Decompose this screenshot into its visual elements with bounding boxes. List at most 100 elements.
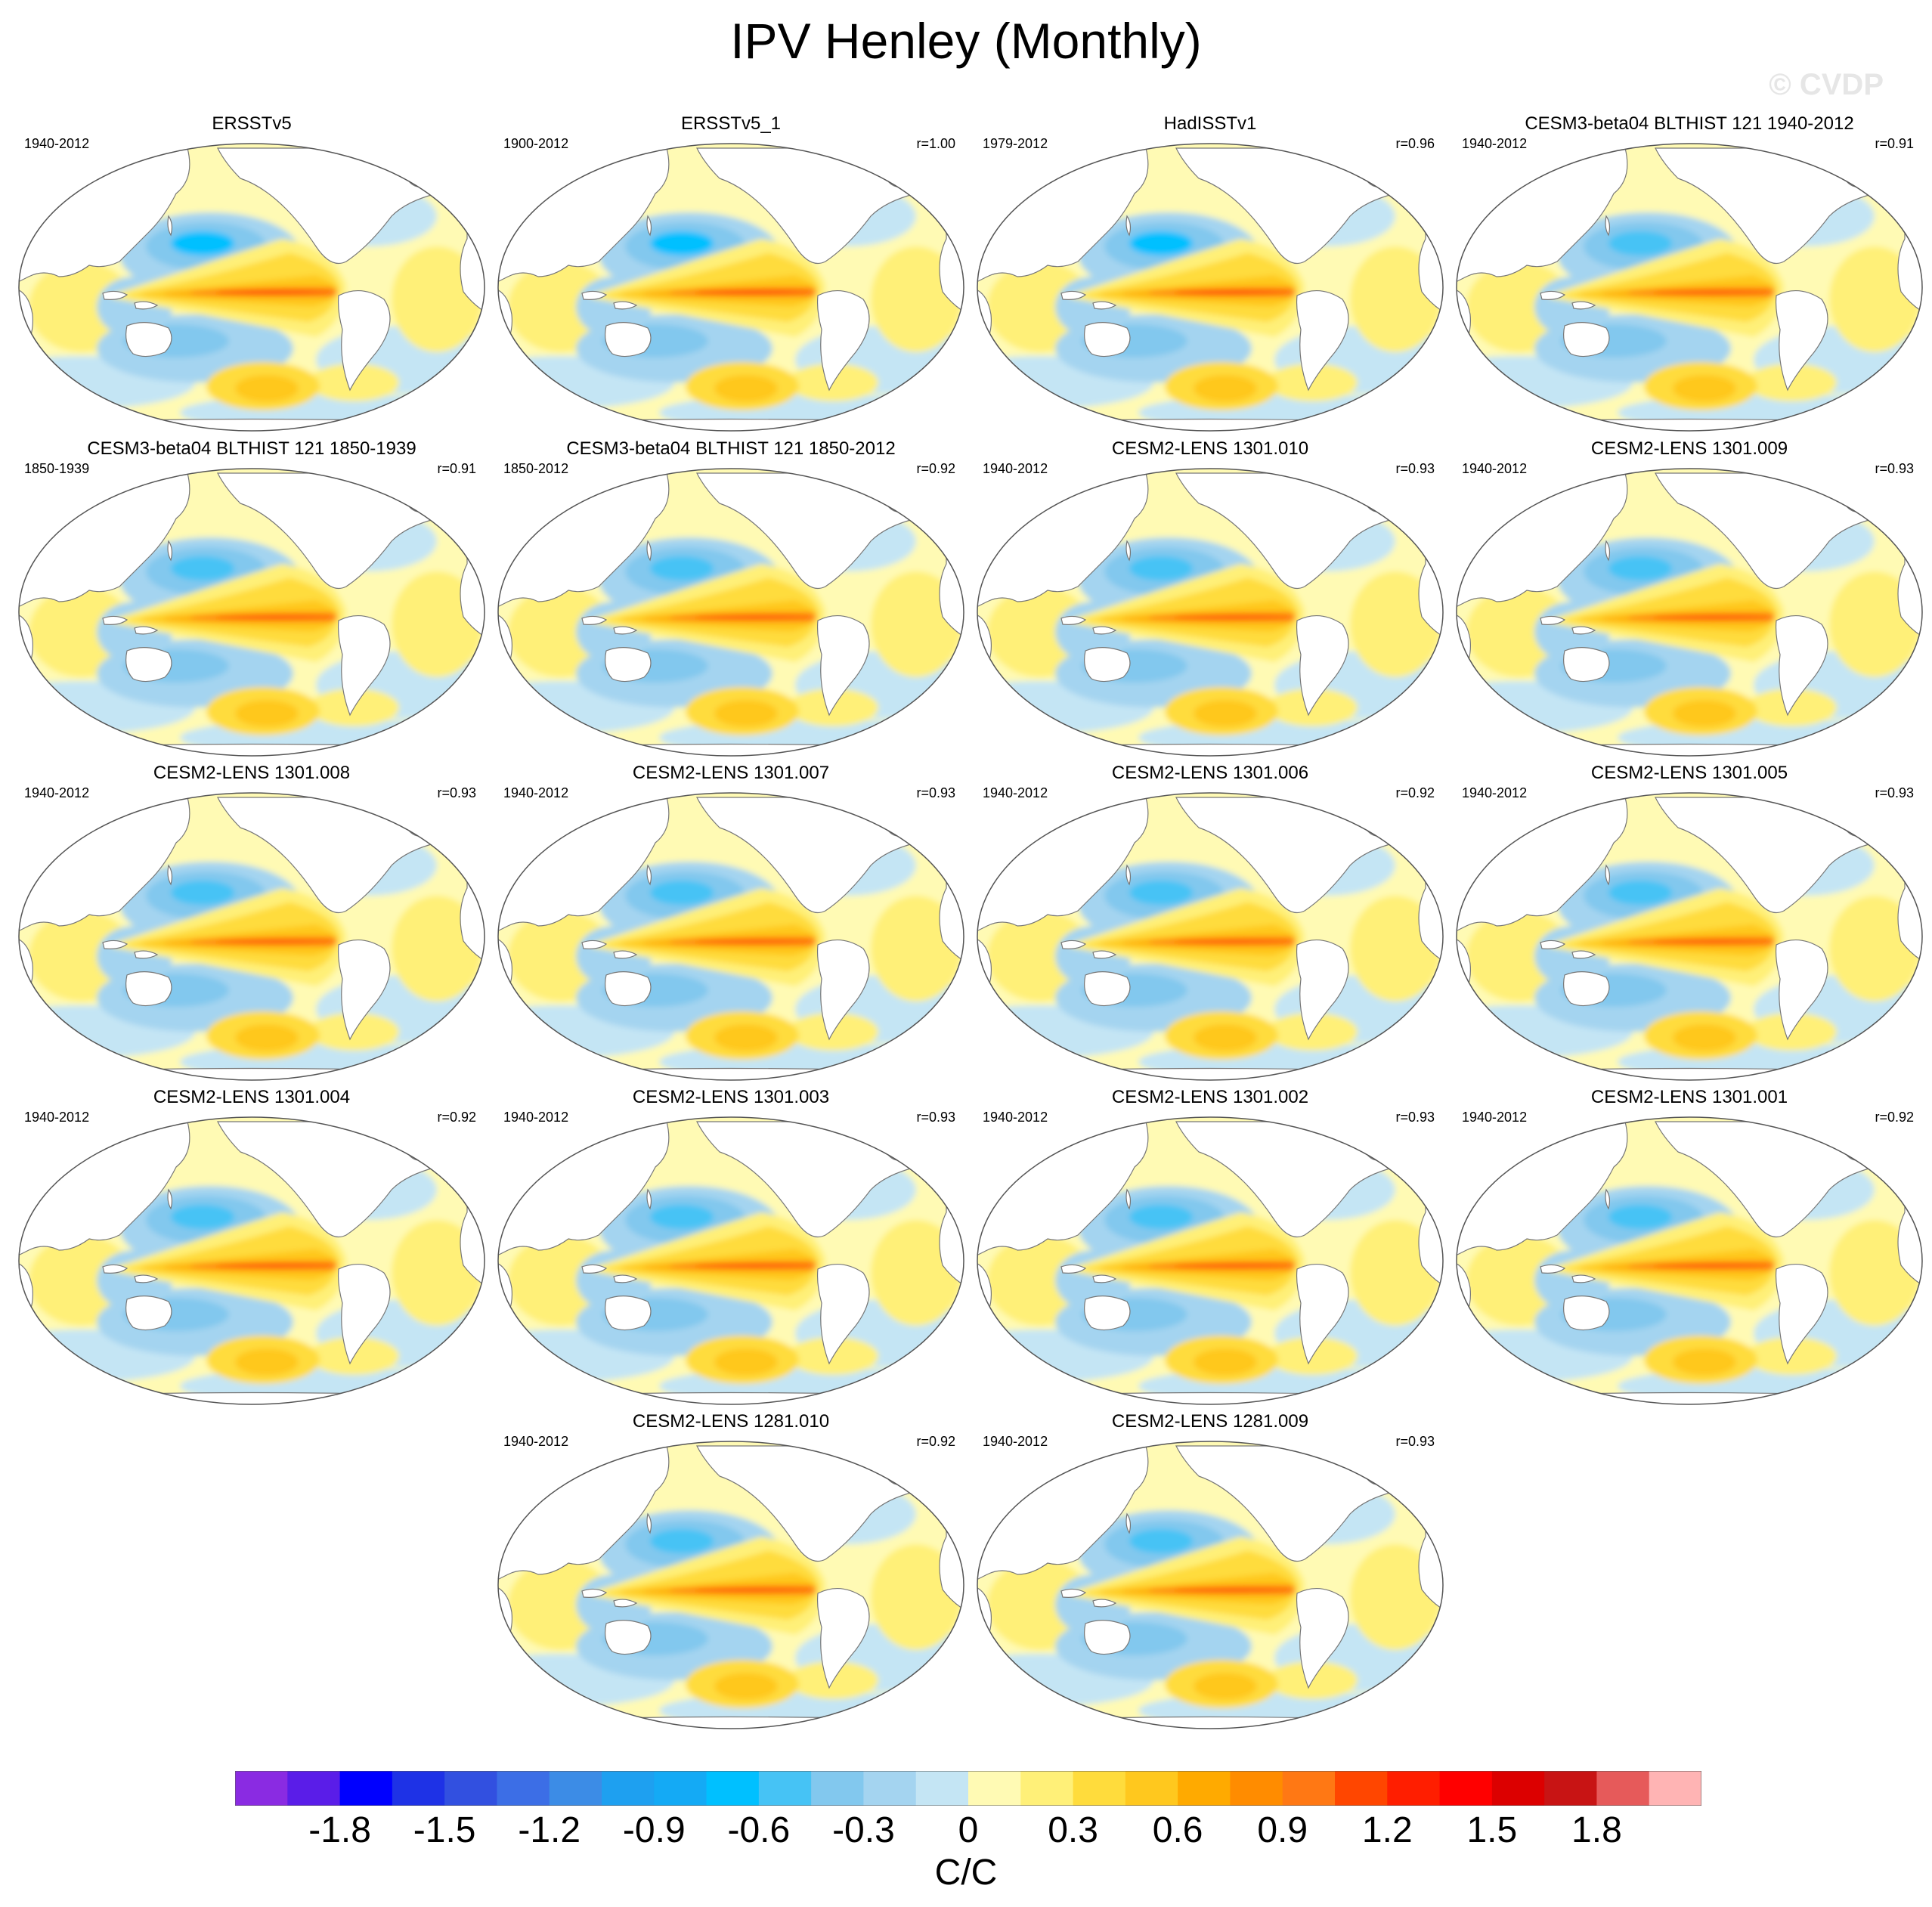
map-panel: CESM3-beta04 BLTHIST 121 1850-1939 1850-1…: [14, 438, 490, 763]
panel-correlation: r=0.92: [916, 1434, 955, 1449]
colorbar-swatch: [1230, 1771, 1283, 1806]
panel-correlation: r=0.93: [1395, 1434, 1435, 1449]
colorbar-swatch: [811, 1771, 864, 1806]
robinson-map: [497, 1116, 964, 1405]
map-panel: CESM2-LENS 1301.010 1940-2012 r=0.93: [972, 438, 1448, 763]
map-panel: ERSSTv5_1 1900-2012 r=1.00: [493, 113, 969, 438]
colorbar-swatch: [654, 1771, 707, 1806]
panel-period: 1940-2012: [983, 785, 1048, 800]
panel-correlation: r=0.91: [1875, 136, 1914, 151]
colorbar-swatch: [706, 1771, 760, 1806]
colorbar-swatch: [1125, 1771, 1178, 1806]
colorbar-swatch: [1649, 1771, 1701, 1806]
robinson-map: [497, 143, 964, 432]
panel-title: CESM2-LENS 1301.005: [1590, 763, 1788, 783]
colorbar-swatch: [287, 1771, 341, 1806]
robinson-map: [18, 792, 485, 1081]
robinson-map: [977, 143, 1444, 432]
colorbar-swatch: [497, 1771, 550, 1806]
panel-title: CESM2-LENS 1301.010: [1111, 438, 1309, 459]
cvdp-watermark: © CVDP: [1769, 68, 1884, 101]
panel-correlation: r=0.93: [916, 1110, 955, 1125]
panel-period: 1940-2012: [1462, 461, 1528, 476]
panel-period: 1940-2012: [1462, 785, 1528, 800]
panel-title: CESM2-LENS 1301.001: [1590, 1087, 1788, 1107]
colorbar-tick-label: -0.6: [727, 1810, 791, 1850]
panel-title: CESM2-LENS 1301.002: [1111, 1087, 1309, 1107]
panel-period: 1940-2012: [24, 136, 90, 151]
panel-title: CESM2-LENS 1301.004: [153, 1087, 351, 1107]
map-panel: CESM2-LENS 1281.009 1940-2012 r=0.93: [972, 1411, 1448, 1736]
map-panel: CESM2-LENS 1301.003 1940-2012 r=0.93: [493, 1087, 969, 1412]
robinson-map: [1456, 1116, 1923, 1405]
colorbar-tick-label: 0.3: [1048, 1810, 1098, 1850]
panel-title: CESM2-LENS 1301.008: [153, 763, 351, 783]
map-panel: CESM2-LENS 1301.006 1940-2012 r=0.92: [972, 763, 1448, 1088]
colorbar-tick-label: 1.8: [1571, 1810, 1622, 1850]
colorbar: [235, 1771, 1701, 1806]
panel-title: CESM2-LENS 1301.007: [632, 763, 830, 783]
panel-period: 1850-1939: [24, 461, 90, 476]
robinson-map: [497, 468, 964, 757]
panel-correlation: r=0.93: [1875, 461, 1914, 476]
robinson-map: [497, 792, 964, 1081]
panel-title: CESM2-LENS 1301.006: [1111, 763, 1309, 783]
colorbar-swatch: [1439, 1771, 1493, 1806]
colorbar-tick-label: 0.6: [1152, 1810, 1203, 1850]
colorbar-tick-label: 1.2: [1361, 1810, 1413, 1850]
panel-title: CESM2-LENS 1281.009: [1111, 1411, 1309, 1432]
robinson-map: [977, 792, 1444, 1081]
panel-period: 1940-2012: [503, 1110, 569, 1125]
map-panel: CESM3-beta04 BLTHIST 121 1940-2012 1940-2…: [1451, 113, 1927, 438]
panel-period: 1850-2012: [503, 461, 569, 476]
panel-title: CESM2-LENS 1281.010: [632, 1411, 830, 1432]
robinson-map: [18, 1116, 485, 1405]
panel-correlation: r=0.93: [1395, 461, 1435, 476]
figure-title: IPV Henley (Monthly): [730, 13, 1202, 69]
panel-period: 1940-2012: [24, 1110, 90, 1125]
robinson-map: [1456, 792, 1923, 1081]
robinson-map: [18, 143, 485, 432]
colorbar-tick-label: 0: [958, 1810, 979, 1850]
map-panel: CESM2-LENS 1301.007 1940-2012 r=0.93: [493, 763, 969, 1088]
colorbar-tick-label: 1.5: [1466, 1810, 1518, 1850]
colorbar-swatch: [968, 1771, 1021, 1806]
panel-period: 1940-2012: [24, 785, 90, 800]
panel-title: CESM2-LENS 1301.009: [1590, 438, 1788, 459]
panel-correlation: r=0.92: [1875, 1110, 1914, 1125]
colorbar-swatch: [1491, 1771, 1545, 1806]
panel-correlation: r=0.93: [437, 785, 476, 800]
colorbar-swatch: [1020, 1771, 1074, 1806]
map-panel: CESM2-LENS 1301.002 1940-2012 r=0.93: [972, 1087, 1448, 1412]
colorbar-swatch: [863, 1771, 917, 1806]
colorbar-swatch: [1335, 1771, 1388, 1806]
panel-period: 1940-2012: [1462, 136, 1528, 151]
map-panel: HadISSTv1 1979-2012 r=0.96: [972, 113, 1448, 438]
panel-period: 1940-2012: [983, 1110, 1048, 1125]
colorbar-swatch: [549, 1771, 602, 1806]
map-panel: CESM2-LENS 1301.005 1940-2012 r=0.93: [1451, 763, 1927, 1088]
panel-title: CESM3-beta04 BLTHIST 121 1940-2012: [1525, 113, 1854, 134]
colorbar-tick-label: -1.8: [308, 1810, 371, 1850]
colorbar-swatch: [758, 1771, 812, 1806]
panel-title: ERSSTv5_1: [680, 113, 782, 134]
colorbar-swatch: [1544, 1771, 1597, 1806]
panel-title: HadISSTv1: [1163, 113, 1257, 134]
panel-period: 1940-2012: [503, 785, 569, 800]
colorbar-tick-label: 0.9: [1257, 1810, 1308, 1850]
panel-period: 1940-2012: [983, 1434, 1048, 1449]
map-panel: CESM2-LENS 1301.004 1940-2012 r=0.92: [14, 1087, 490, 1412]
robinson-map: [1456, 468, 1923, 757]
panel-correlation: r=0.92: [437, 1110, 476, 1125]
panel-title: ERSSTv5: [212, 113, 292, 134]
robinson-map: [1456, 143, 1923, 432]
colorbar-tick-label: -1.2: [518, 1810, 581, 1850]
robinson-map: [977, 1441, 1444, 1729]
colorbar-swatch: [444, 1771, 497, 1806]
panel-title: CESM3-beta04 BLTHIST 121 1850-1939: [87, 438, 416, 459]
colorbar-swatch: [1178, 1771, 1231, 1806]
panel-correlation: r=0.93: [916, 785, 955, 800]
panel-correlation: r=0.96: [1395, 136, 1435, 151]
panel-correlation: r=0.92: [916, 461, 955, 476]
map-panel: ERSSTv5 1940-2012: [14, 113, 490, 438]
